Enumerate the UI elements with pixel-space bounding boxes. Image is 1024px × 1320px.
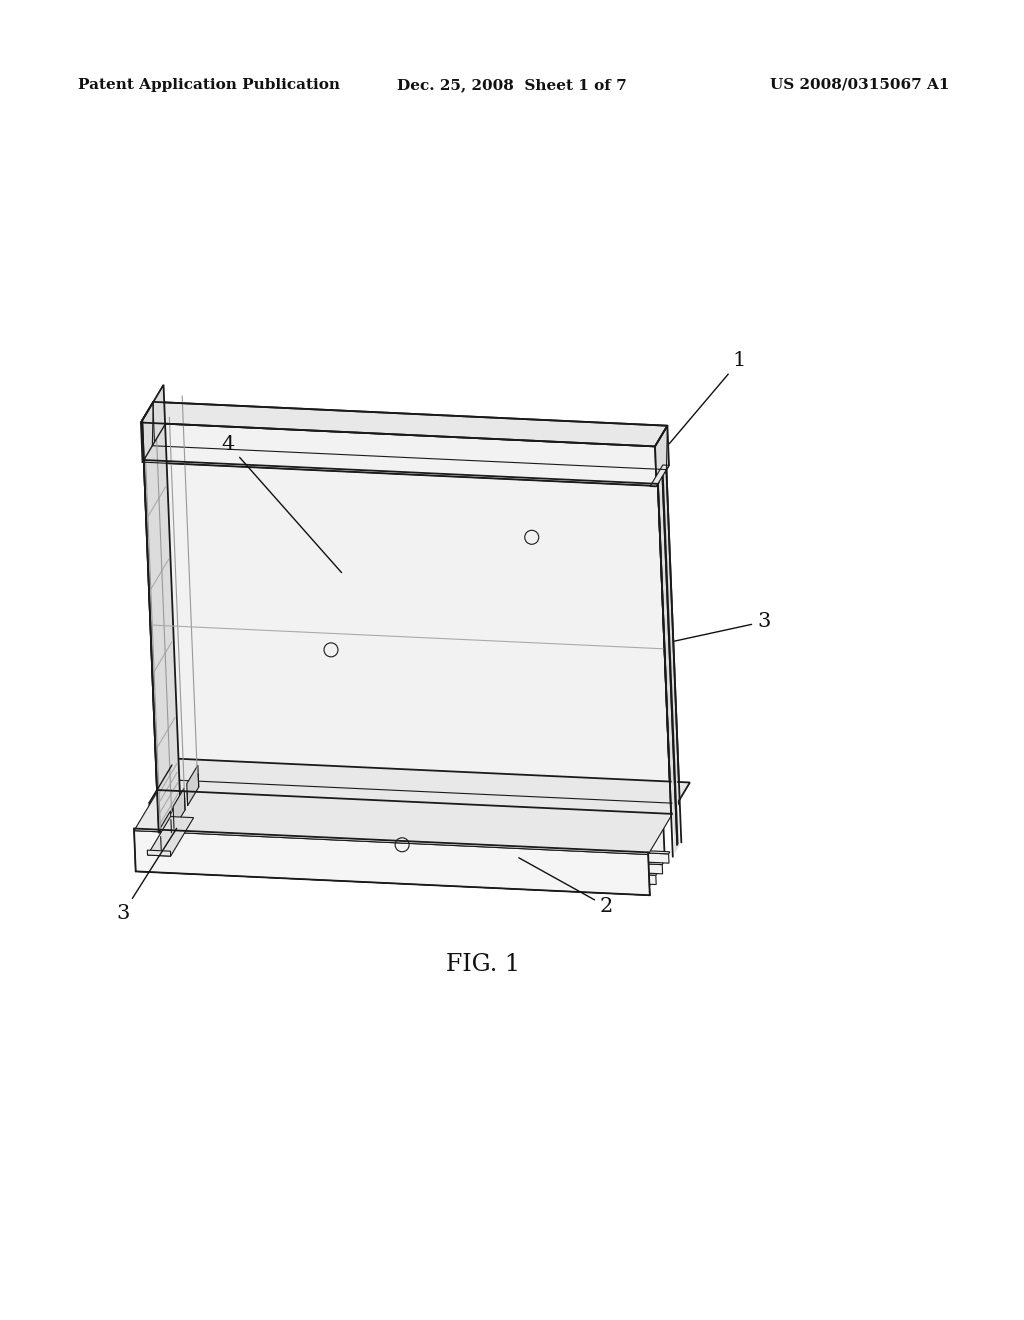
Polygon shape bbox=[663, 475, 678, 845]
Polygon shape bbox=[657, 470, 680, 814]
Text: 2: 2 bbox=[519, 858, 613, 916]
Polygon shape bbox=[161, 810, 171, 850]
Polygon shape bbox=[135, 861, 650, 886]
Polygon shape bbox=[659, 473, 680, 854]
Polygon shape bbox=[141, 422, 656, 486]
Polygon shape bbox=[150, 759, 690, 826]
Polygon shape bbox=[148, 841, 663, 874]
Polygon shape bbox=[173, 788, 185, 829]
Polygon shape bbox=[147, 850, 171, 857]
Polygon shape bbox=[134, 780, 679, 854]
Polygon shape bbox=[135, 862, 650, 895]
Text: FIG. 1: FIG. 1 bbox=[445, 953, 520, 975]
Polygon shape bbox=[142, 420, 163, 833]
Polygon shape bbox=[186, 766, 199, 805]
Text: 3: 3 bbox=[675, 612, 770, 642]
Text: 4: 4 bbox=[222, 436, 342, 573]
Polygon shape bbox=[148, 838, 664, 865]
Text: 3: 3 bbox=[117, 829, 177, 923]
Text: Patent Application Publication: Patent Application Publication bbox=[78, 78, 340, 92]
Polygon shape bbox=[650, 465, 669, 487]
Polygon shape bbox=[147, 817, 194, 857]
Text: 1: 1 bbox=[670, 351, 746, 444]
Polygon shape bbox=[141, 401, 668, 446]
Polygon shape bbox=[143, 446, 667, 484]
Polygon shape bbox=[655, 426, 669, 486]
Polygon shape bbox=[141, 851, 656, 884]
Polygon shape bbox=[142, 384, 180, 833]
Polygon shape bbox=[155, 828, 670, 854]
Polygon shape bbox=[155, 830, 669, 863]
Polygon shape bbox=[134, 830, 650, 895]
Polygon shape bbox=[150, 803, 665, 853]
Text: US 2008/0315067 A1: US 2008/0315067 A1 bbox=[770, 78, 950, 92]
Text: Dec. 25, 2008  Sheet 1 of 7: Dec. 25, 2008 Sheet 1 of 7 bbox=[397, 78, 627, 92]
Polygon shape bbox=[141, 849, 657, 875]
Polygon shape bbox=[143, 459, 671, 814]
